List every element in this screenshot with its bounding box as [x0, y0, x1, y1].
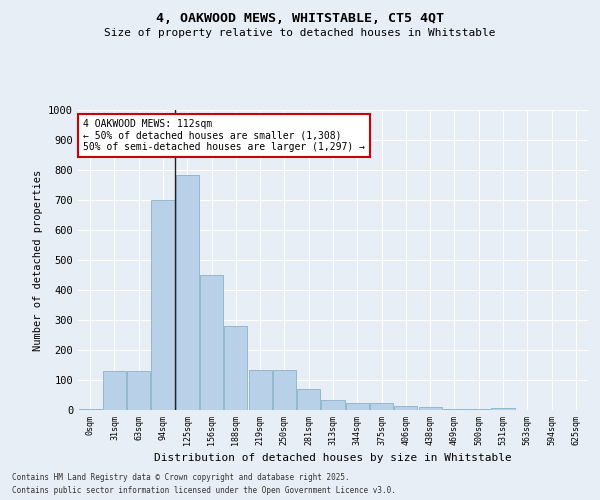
Bar — [127, 371, 150, 410]
Text: Contains public sector information licensed under the Open Government Licence v3: Contains public sector information licen… — [12, 486, 396, 495]
Bar — [370, 402, 393, 410]
Bar — [103, 371, 126, 410]
Bar — [151, 200, 175, 410]
X-axis label: Distribution of detached houses by size in Whitstable: Distribution of detached houses by size … — [154, 453, 512, 463]
Text: Size of property relative to detached houses in Whitstable: Size of property relative to detached ho… — [104, 28, 496, 38]
Bar — [273, 370, 296, 410]
Bar — [394, 406, 418, 410]
Bar — [443, 408, 466, 410]
Text: 4, OAKWOOD MEWS, WHITSTABLE, CT5 4QT: 4, OAKWOOD MEWS, WHITSTABLE, CT5 4QT — [156, 12, 444, 26]
Bar — [176, 174, 199, 410]
Bar — [224, 326, 247, 410]
Bar — [346, 402, 369, 410]
Bar — [491, 408, 515, 410]
Text: Contains HM Land Registry data © Crown copyright and database right 2025.: Contains HM Land Registry data © Crown c… — [12, 472, 350, 482]
Text: 4 OAKWOOD MEWS: 112sqm
← 50% of detached houses are smaller (1,308)
50% of semi-: 4 OAKWOOD MEWS: 112sqm ← 50% of detached… — [83, 119, 365, 152]
Y-axis label: Number of detached properties: Number of detached properties — [32, 170, 43, 350]
Bar — [297, 389, 320, 410]
Bar — [419, 407, 442, 410]
Bar — [467, 408, 490, 410]
Bar — [248, 370, 272, 410]
Bar — [79, 408, 101, 410]
Bar — [200, 275, 223, 410]
Bar — [322, 400, 344, 410]
